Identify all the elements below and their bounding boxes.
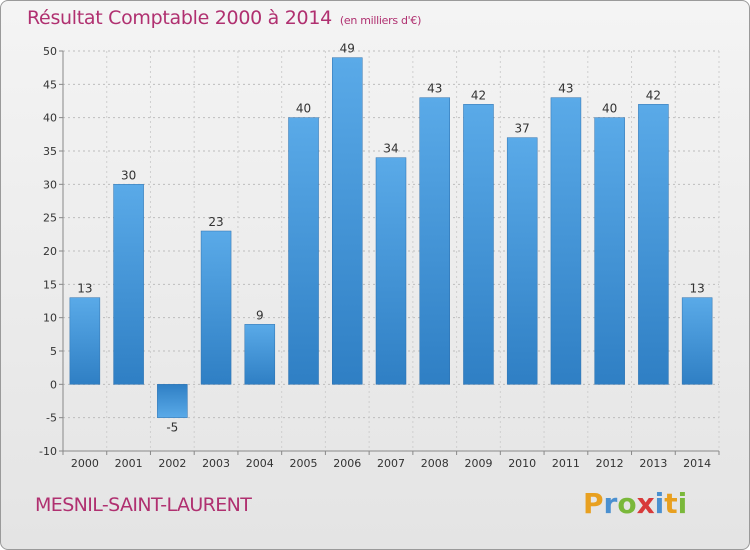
y-tick-label: 30: [43, 178, 57, 191]
bar-2012: [594, 117, 625, 385]
bar-2006: [332, 57, 363, 385]
bar-2005: [288, 117, 319, 385]
x-tick-label: 2014: [683, 457, 711, 470]
y-tick-label: 20: [43, 245, 57, 258]
data-label-2005: 40: [296, 102, 311, 116]
logo-letter: r: [603, 487, 618, 520]
logo-letter: i: [677, 487, 688, 520]
bar-2003: [200, 230, 232, 385]
logo-letter: t: [664, 487, 678, 520]
bar-2001: [113, 184, 144, 385]
x-tick-label: 2004: [246, 457, 274, 470]
data-label-2001: 30: [121, 168, 136, 182]
bar-2000: [69, 297, 101, 385]
x-tick-label: 2001: [115, 457, 143, 470]
x-tick-label: 2009: [464, 457, 492, 470]
x-tick-label: 2002: [158, 457, 186, 470]
x-tick-label: 2006: [333, 457, 361, 470]
bar-2013: [638, 104, 669, 385]
title-unit: (en milliers d'€): [339, 14, 422, 27]
data-label-2003: 23: [208, 215, 223, 229]
data-label-2010: 37: [515, 122, 530, 136]
data-label-2009: 42: [471, 88, 486, 102]
y-tick-label: 15: [43, 278, 57, 291]
bar-2009: [463, 104, 494, 385]
data-label-2012: 40: [602, 102, 617, 116]
x-tick-label: 2007: [377, 457, 405, 470]
x-tick-label: 2003: [202, 457, 230, 470]
y-tick-label: -10: [39, 445, 57, 458]
x-tick-label: 2011: [552, 457, 580, 470]
y-tick-label: 50: [43, 45, 57, 58]
logo-letter: o: [617, 487, 637, 520]
data-label-2011: 43: [558, 82, 573, 96]
x-tick-label: 2012: [596, 457, 624, 470]
data-label-2007: 34: [383, 142, 398, 156]
proxiti-logo[interactable]: Proxiti: [583, 487, 687, 520]
title-text: Résultat Comptable 2000 à 2014: [27, 7, 332, 29]
bar-2002: [157, 384, 188, 418]
x-tick-label: 2010: [508, 457, 536, 470]
data-label-2014: 13: [689, 282, 704, 296]
y-tick-label: 0: [50, 378, 57, 391]
bar-2010: [506, 137, 538, 385]
label-layer: 13 30 -5 23 9 40 49 34 43 42 37 43 40 42 13: [77, 42, 705, 435]
bar-2004: [244, 324, 276, 385]
x-tick-label: 2005: [290, 457, 318, 470]
data-label-2002: -5: [166, 421, 178, 435]
axis-layer: -10 -5 0 5 10 15 20 25 30 35 40 45 50 2000 2001 2002 200…: [39, 45, 720, 470]
bar-layer: [69, 57, 713, 418]
data-label-2000: 13: [77, 282, 92, 296]
bar-2014: [681, 297, 713, 385]
x-tick-label: 2013: [639, 457, 667, 470]
data-label-2008: 43: [427, 82, 442, 96]
y-tick-label: 10: [43, 312, 57, 325]
logo-letter: i: [654, 487, 665, 520]
y-tick-label: 40: [43, 112, 57, 125]
x-tick-label: 2000: [71, 457, 99, 470]
bar-2008: [419, 97, 450, 385]
chart-title: Résultat Comptable 2000 à 2014 (en millie…: [27, 7, 421, 29]
bar-2011: [550, 97, 582, 385]
data-label-2013: 42: [646, 88, 661, 102]
data-label-2004: 9: [256, 308, 264, 322]
y-tick-label: 5: [50, 345, 57, 358]
y-tick-label: 25: [43, 212, 57, 225]
logo-letter: x: [636, 487, 655, 520]
bar-2007: [375, 157, 407, 385]
logo-letter: P: [583, 487, 604, 520]
y-tick-label: -5: [46, 412, 57, 425]
commune-name: MESNIL-SAINT-LAURENT: [35, 494, 252, 516]
data-label-2006: 49: [340, 42, 355, 56]
y-tick-label: 45: [43, 78, 57, 91]
x-tick-label: 2008: [421, 457, 449, 470]
y-tick-label: 35: [43, 145, 57, 158]
